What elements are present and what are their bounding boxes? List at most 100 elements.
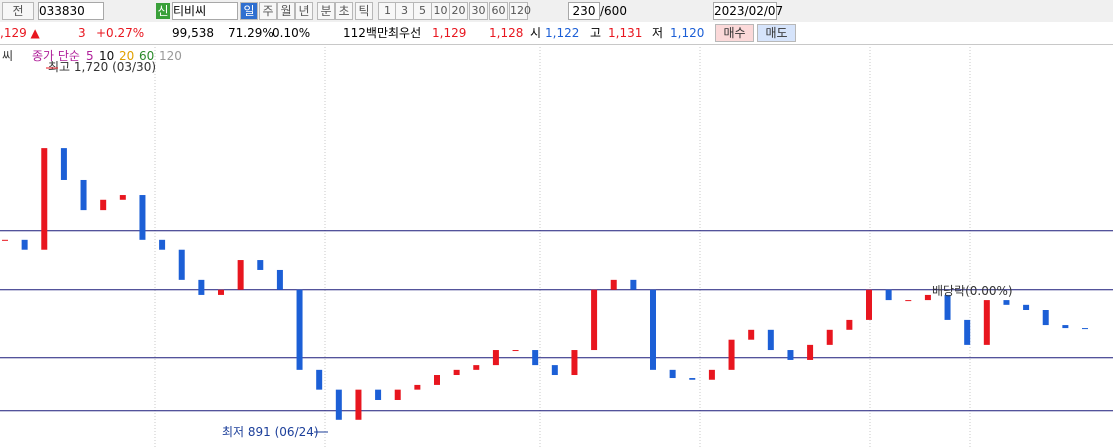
annotation: 최저 891 (06/24) (222, 425, 319, 439)
annotation: 배당락(0.00%) (932, 284, 1013, 298)
candle (335, 389, 342, 420)
candle (846, 319, 853, 330)
candle (826, 329, 833, 345)
candle (1082, 328, 1088, 330)
candle (807, 344, 814, 360)
turnover: 0.10% (272, 26, 311, 40)
candle (453, 369, 460, 376)
high: 1,131 (608, 26, 643, 40)
amount: 112백만 (343, 26, 388, 40)
v-grid (154, 44, 971, 448)
candle (296, 289, 303, 370)
best-label: 최우선 (388, 26, 422, 40)
name-input[interactable]: 티비씨 (172, 2, 238, 20)
candle (767, 329, 774, 351)
candle (139, 195, 146, 240)
candle (728, 339, 735, 370)
candle (610, 279, 617, 290)
rate: +0.27% (96, 26, 145, 40)
candle (708, 369, 715, 380)
candle (21, 239, 28, 250)
candle (630, 279, 637, 290)
candle (119, 195, 126, 200)
candle (2, 239, 8, 241)
unit-button[interactable]: 30 (469, 2, 488, 20)
unit-button[interactable]: 120 (509, 2, 531, 20)
period-button[interactable]: 초 (335, 2, 353, 20)
candle (100, 199, 107, 211)
candle (198, 279, 205, 295)
period-button[interactable]: 주 (259, 2, 277, 20)
quote-bar: ,129 ▲ 3 +0.27% 99,538 71.29% 0.10% 112백… (0, 22, 1113, 45)
candle (885, 289, 892, 301)
candle (1003, 300, 1010, 305)
low-label: 저 (652, 26, 664, 40)
candle (473, 365, 480, 370)
legend-period: 10 (99, 49, 114, 63)
candle (669, 369, 676, 379)
candle (316, 369, 323, 390)
price: ,129 ▲ (0, 26, 40, 40)
count-input[interactable]: 230 (568, 2, 600, 20)
candle (178, 249, 185, 280)
unit-button[interactable]: 3 (395, 2, 414, 20)
candle (532, 350, 539, 366)
period-button[interactable]: 년 (295, 2, 313, 20)
candle (434, 375, 440, 385)
low: 1,120 (670, 26, 705, 40)
candle (924, 294, 931, 301)
unit-button[interactable]: 60 (489, 2, 508, 20)
candle (905, 300, 912, 302)
annotation: 최고 1,720 (03/30) (48, 60, 156, 74)
ask: 1,129 (432, 26, 467, 40)
period-button[interactable]: 분 (317, 2, 335, 20)
date-input[interactable]: 2023/02/07 (713, 2, 784, 20)
candle (1042, 310, 1049, 326)
unit-button[interactable]: 20 (449, 2, 468, 20)
candle (414, 384, 421, 390)
unit-button[interactable]: 5 (413, 2, 432, 20)
unit-button[interactable]: 10 (431, 2, 450, 20)
period-button[interactable]: 일 (240, 2, 258, 20)
candle (276, 269, 283, 290)
candle (944, 294, 951, 320)
candle (689, 378, 696, 380)
legend-name: 씨 (2, 49, 13, 63)
candle (512, 350, 519, 352)
candle (787, 350, 794, 360)
legend-title: 종가 단순 (32, 49, 80, 63)
code-input[interactable]: 033830 (38, 2, 104, 20)
candle (551, 365, 558, 376)
open-label: 시 (530, 26, 542, 40)
legend-period: 60 (139, 49, 154, 63)
candle (1062, 325, 1069, 329)
sell-button[interactable]: 매도 (757, 24, 796, 42)
buy-button[interactable]: 매수 (715, 24, 754, 42)
candle (591, 289, 598, 351)
candle (1023, 304, 1030, 310)
bid: 1,128 (489, 26, 524, 40)
period-button[interactable]: 틱 (355, 2, 373, 20)
high-label: 고 (590, 26, 602, 40)
volume: 99,538 (172, 26, 214, 40)
candle (748, 329, 755, 340)
candle (571, 350, 578, 376)
candle (964, 319, 971, 345)
market[interactable]: 전 (2, 2, 34, 20)
candle (983, 300, 990, 345)
open: 1,122 (545, 26, 580, 40)
candle (866, 289, 872, 320)
count-max: /600 (600, 4, 627, 18)
period-button[interactable]: 월 (277, 2, 295, 20)
toolbar: 전 033830 신 티비씨 일 주 월 년 분 초 틱 1 3 5 10 20 30 60 120 230… (0, 0, 1113, 23)
legend-period: 20 (119, 49, 134, 63)
candle (492, 350, 499, 366)
candle (218, 289, 224, 295)
candle (41, 148, 48, 250)
candle (159, 239, 166, 250)
candle (237, 260, 244, 290)
candle (355, 389, 362, 420)
candle (257, 260, 264, 270)
